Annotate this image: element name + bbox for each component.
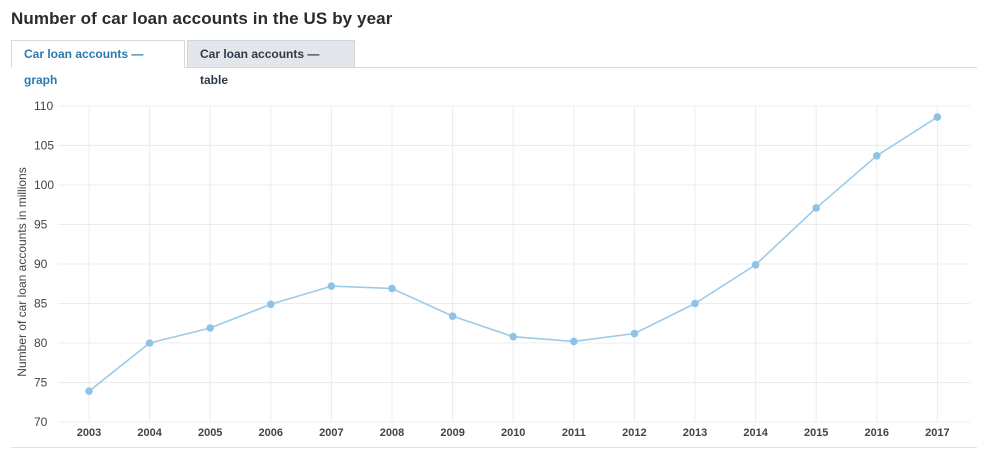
y-tick-label: 95 xyxy=(34,218,48,232)
x-tick-label: 2016 xyxy=(865,427,889,439)
series-layer xyxy=(85,113,942,395)
data-point xyxy=(630,329,639,338)
y-tick-label: 75 xyxy=(34,376,48,390)
data-point xyxy=(933,113,942,121)
y-tick-label: 80 xyxy=(34,336,48,350)
data-point xyxy=(873,151,881,160)
data-point xyxy=(267,300,275,309)
x-tick-label: 2005 xyxy=(198,427,222,439)
x-tick-label: 2011 xyxy=(562,427,586,439)
x-tick-label: 2007 xyxy=(319,427,343,439)
data-point xyxy=(327,282,336,290)
x-tick-label: 2008 xyxy=(380,427,404,439)
data-point xyxy=(145,339,154,347)
grid xyxy=(58,105,970,423)
x-tick-label: 2017 xyxy=(925,427,949,439)
x-tick-label: 2010 xyxy=(501,427,525,439)
y-tick-label: 105 xyxy=(34,139,54,153)
data-point xyxy=(85,387,93,395)
y-tick-label: 85 xyxy=(34,297,48,311)
y-axis: 70 75 80 85 90 95 100 105 110 xyxy=(34,99,54,429)
page-title: Number of car loan accounts in the US by… xyxy=(11,9,393,28)
data-point xyxy=(570,337,578,346)
tab-divider xyxy=(11,67,977,68)
x-axis: 2003 2004 2005 2006 2007 2008 2009 2010 2011 2012… xyxy=(77,427,950,439)
y-tick-label: 90 xyxy=(34,257,48,271)
x-tick-label: 2009 xyxy=(440,427,464,439)
y-tick-label: 110 xyxy=(34,99,53,113)
y-tick-label: 100 xyxy=(34,178,54,192)
x-tick-label: 2004 xyxy=(137,427,162,439)
y-tick-label: 70 xyxy=(34,415,48,429)
data-point xyxy=(388,284,396,293)
bottom-divider xyxy=(11,447,977,448)
data-point xyxy=(751,260,760,269)
data-point xyxy=(448,312,457,320)
x-tick-label: 2015 xyxy=(804,427,828,439)
tab-table[interactable]: Car loan accounts — table xyxy=(187,40,355,87)
data-point xyxy=(691,299,699,308)
y-axis-label: Number of car loan accounts in millions xyxy=(15,167,29,376)
x-tick-label: 2003 xyxy=(77,427,101,439)
x-tick-label: 2006 xyxy=(259,427,283,439)
x-tick-label: 2012 xyxy=(622,427,646,439)
tab-bar: Car loan accounts — graph Car loan accou… xyxy=(11,40,977,87)
tab-graph[interactable]: Car loan accounts — graph xyxy=(11,40,185,87)
data-point xyxy=(812,204,820,212)
data-point xyxy=(509,332,517,341)
data-point xyxy=(206,324,214,332)
x-tick-label: 2014 xyxy=(743,427,768,439)
x-tick-label: 2013 xyxy=(683,427,707,439)
